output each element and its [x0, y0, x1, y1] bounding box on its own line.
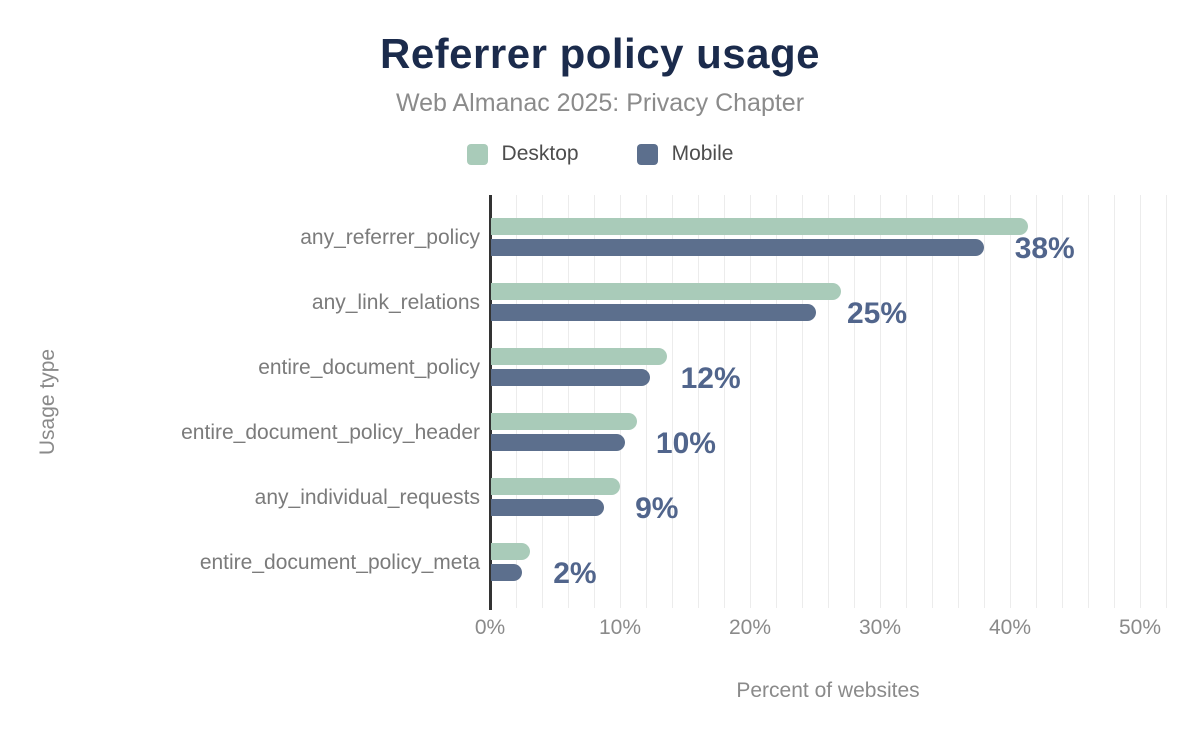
chart-subtitle: Web Almanac 2025: Privacy Chapter — [395, 89, 805, 117]
gridline — [1114, 195, 1115, 608]
x-axis-title: Percent of websites — [736, 679, 920, 702]
gridline — [1166, 195, 1167, 608]
value-label: 2% — [553, 556, 597, 590]
gridline — [1088, 195, 1089, 608]
bar-mobile — [491, 369, 650, 386]
x-tick-label: 50% — [1118, 616, 1162, 639]
gridline — [854, 195, 855, 608]
gridline — [906, 195, 907, 608]
bar-desktop — [491, 413, 637, 430]
value-label: 10% — [655, 426, 716, 460]
legend: Desktop Mobile — [0, 142, 1200, 166]
legend-label: Mobile — [671, 142, 734, 165]
legend-swatch-desktop — [466, 143, 488, 165]
gridline — [1062, 195, 1063, 608]
bar-desktop — [491, 543, 530, 560]
gridline — [958, 195, 959, 608]
gridline — [1036, 195, 1037, 608]
category-label: any_link_relations — [311, 290, 480, 314]
gridline — [802, 195, 803, 608]
gridline — [568, 195, 569, 608]
x-tick-label: 20% — [728, 616, 772, 639]
bar-mobile — [491, 434, 625, 451]
gridline — [724, 195, 725, 608]
bar-mobile — [491, 304, 816, 321]
plot-area: 38% 25% 12% 10% 9% 2% — [489, 195, 1167, 610]
x-tick-label: 30% — [858, 616, 902, 639]
category-label: any_individual_requests — [254, 485, 480, 509]
gridline — [646, 195, 647, 608]
bar-mobile — [491, 239, 984, 256]
legend-item-mobile: Mobile — [636, 142, 734, 166]
gridline — [1010, 195, 1011, 608]
x-tick-label: 40% — [988, 616, 1032, 639]
category-label: entire_document_policy_meta — [199, 550, 480, 574]
gridline — [984, 195, 985, 608]
bar-desktop — [491, 283, 841, 300]
x-axis-ticks: 0% 10% 20% 30% 40% 50% — [475, 615, 1166, 641]
x-tick-label: 0% — [474, 616, 506, 639]
gridline — [932, 195, 933, 608]
y-axis-line — [489, 195, 492, 610]
legend-swatch-mobile — [636, 143, 658, 165]
gridline — [776, 195, 777, 608]
bar-desktop — [491, 478, 620, 495]
category-label: entire_document_policy — [258, 355, 480, 379]
gridline — [672, 195, 673, 608]
value-label: 25% — [847, 296, 908, 330]
legend-item-desktop: Desktop — [466, 142, 579, 166]
bar-mobile — [491, 564, 523, 581]
gridline — [1140, 195, 1141, 608]
gridline — [516, 195, 517, 608]
gridline — [880, 195, 881, 608]
chart-title: Referrer policy usage — [379, 30, 820, 77]
value-label: 12% — [680, 361, 741, 395]
gridline — [698, 195, 699, 608]
legend-label: Desktop — [501, 142, 579, 165]
bar-desktop — [491, 348, 667, 365]
category-label: entire_document_policy_header — [181, 420, 480, 444]
value-label: 9% — [635, 491, 679, 525]
bar-mobile — [491, 499, 605, 516]
value-label: 38% — [1014, 231, 1075, 265]
gridline — [620, 195, 621, 608]
gridline — [750, 195, 751, 608]
x-tick-label: 10% — [598, 616, 642, 639]
gridline — [594, 195, 595, 608]
category-label: any_referrer_policy — [300, 225, 480, 249]
gridline — [542, 195, 543, 608]
gridline — [828, 195, 829, 608]
bar-desktop — [491, 218, 1028, 235]
